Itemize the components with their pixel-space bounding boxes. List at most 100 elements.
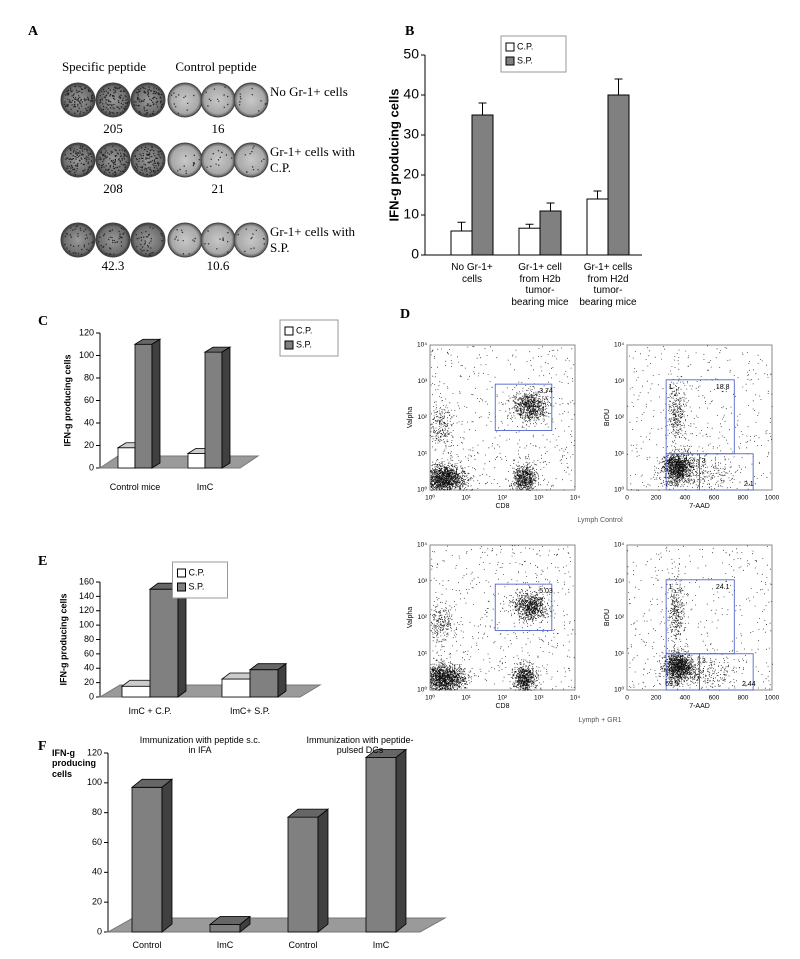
gate-value: 2.1 — [744, 481, 754, 488]
well — [200, 222, 236, 258]
x-tick-label: 10⁰ — [425, 494, 435, 502]
y-tick-label: 10² — [615, 414, 625, 421]
bar — [450, 230, 473, 256]
y-tick-label: 10¹ — [615, 650, 625, 657]
y-tick-label: 10¹ — [418, 450, 428, 457]
x-tick-label: 600 — [709, 695, 720, 702]
y-tick-label: 10³ — [418, 578, 428, 585]
well-spots — [63, 85, 94, 115]
x-tick-label: No Gr-1+ cells — [451, 262, 493, 285]
panel-label: D — [400, 307, 410, 322]
legend-box — [500, 35, 567, 73]
bar — [131, 786, 163, 933]
gate — [699, 453, 754, 491]
x-tick-label: 400 — [680, 695, 691, 702]
legend-box — [172, 561, 228, 599]
y-tick-label: 80 — [84, 634, 94, 644]
x-tick-label: ImC+ S.P. — [229, 706, 271, 716]
x-tick-label: 10⁴ — [570, 695, 580, 702]
row-label: Gr-1+ cells with C.P. — [270, 144, 356, 175]
y-tick-label: 100 — [79, 350, 94, 360]
bar — [539, 210, 562, 256]
x-tick-label: 10¹ — [462, 495, 472, 502]
y-tick-label: 10⁰ — [614, 486, 624, 494]
x-axis-title: CD8 — [495, 703, 509, 710]
well-spots — [204, 230, 229, 253]
y-tick-label: 10⁴ — [614, 342, 624, 349]
y-tick-label: 140 — [79, 591, 94, 601]
y-axis-title: BrDU — [604, 609, 611, 626]
legend-swatch — [284, 326, 294, 336]
y-tick-label: 10¹ — [418, 650, 428, 657]
y-tick-label: 20 — [84, 677, 94, 687]
y-tick-label: 40 — [84, 417, 94, 427]
panel-label: E — [38, 554, 47, 569]
well-spots — [205, 86, 229, 108]
well — [167, 142, 203, 178]
plot-frame — [429, 344, 576, 491]
y-tick-label: 10 — [403, 206, 419, 222]
gate-value: 69.5 — [665, 681, 679, 688]
y-tick-label: 120 — [87, 747, 102, 757]
legend-label: C.P. — [189, 567, 205, 577]
y-tick-label: 50 — [403, 46, 419, 62]
panel-label: B — [405, 24, 414, 39]
bar-side — [239, 915, 251, 933]
y-tick-label: 10⁴ — [417, 542, 427, 549]
x-tick-label: ImC — [196, 482, 214, 492]
bar — [249, 669, 279, 698]
y-axis-title: Valpha — [407, 607, 414, 628]
x-tick-label: 0 — [625, 495, 629, 502]
well — [233, 222, 269, 258]
y-axis-title: IFN-g producing cells — [58, 593, 68, 685]
panel-label: F — [38, 739, 47, 754]
y-tick-label: 10² — [418, 414, 428, 421]
well-spots — [99, 86, 129, 115]
plot-frame — [429, 544, 576, 691]
well — [233, 82, 269, 118]
y-tick-label: 40 — [403, 86, 419, 102]
well-spots — [206, 150, 233, 168]
well — [233, 142, 269, 178]
error-bar — [457, 221, 466, 231]
x-tick-label: ImC + C.P. — [128, 706, 172, 716]
gate-value: 2.44 — [742, 681, 756, 688]
x-tick-label: 10⁴ — [570, 495, 580, 502]
gate — [494, 383, 553, 431]
y-axis-title: IFN-g producing cells — [386, 89, 401, 222]
plot-caption: Lymph + GR1 — [578, 717, 621, 724]
y-tick-label: 0 — [89, 691, 94, 701]
bar — [149, 588, 179, 698]
bar — [204, 351, 223, 469]
gate-value: 3.74 — [539, 388, 553, 395]
x-tick-label: 10¹ — [462, 695, 472, 702]
x-tick-label: 400 — [680, 495, 691, 502]
legend-swatch — [177, 568, 186, 578]
y-tick-label: 160 — [79, 576, 94, 586]
event-dots — [430, 545, 576, 691]
error-bar — [546, 202, 555, 211]
x-tick-label: 1000 — [765, 695, 780, 702]
x-tick-label: 1000 — [765, 495, 780, 502]
y-tick-label: 10³ — [615, 578, 625, 585]
spot-count: 10.6 — [207, 258, 230, 273]
x-tick-label: 10² — [498, 695, 508, 702]
well — [167, 82, 203, 118]
y-tick-label: 0 — [411, 246, 419, 262]
y-tick-label: 60 — [92, 837, 102, 847]
bar — [209, 924, 241, 933]
y-axis-title: IFN-g producing cells — [62, 354, 72, 446]
bar — [187, 452, 206, 469]
spot-count: 42.3 — [102, 258, 125, 273]
bar — [221, 678, 251, 698]
x-tick-label: 200 — [651, 495, 662, 502]
legend-box — [279, 319, 339, 357]
gate-value: 3 — [702, 658, 706, 665]
y-axis-title: BrDU — [604, 409, 611, 426]
legend-label: S.P. — [189, 581, 205, 591]
error-bar — [614, 78, 623, 95]
well — [95, 82, 131, 118]
bar — [117, 447, 136, 469]
column-header: Specific peptide — [62, 59, 146, 74]
